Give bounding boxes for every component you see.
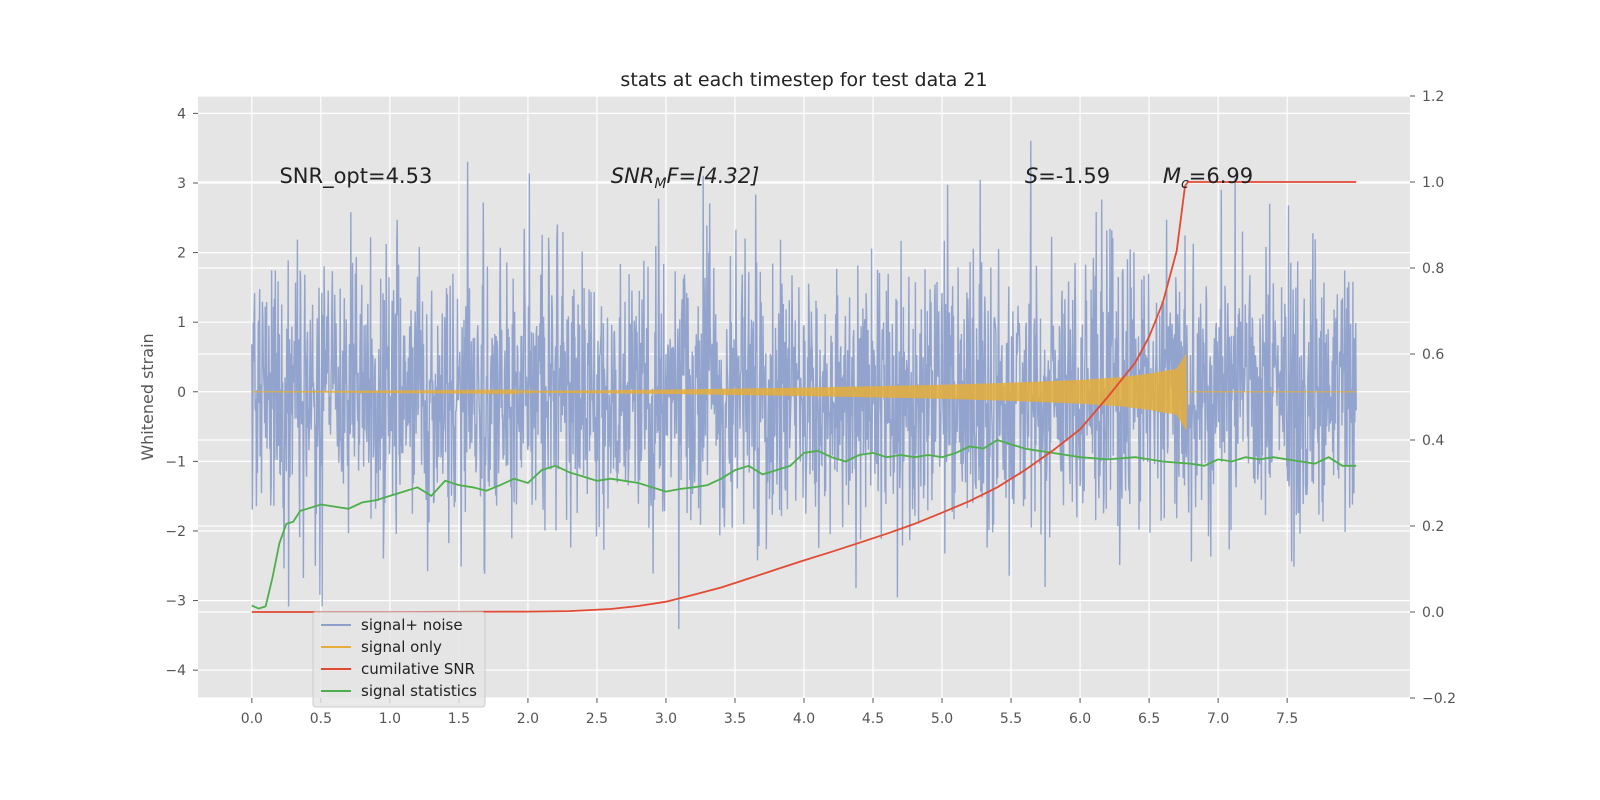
series-signal-plus-noise [251,140,1357,630]
y2-tick-label: 1.2 [1422,89,1444,105]
x-tick-label: 0.0 [241,711,263,727]
y2-tick-label: 1.0 [1422,175,1444,191]
y-tick-label: −2 [165,524,186,540]
legend-label: signal+ noise [361,616,463,634]
y-tick-label: 3 [177,176,186,192]
chart-title: stats at each timestep for test data 21 [620,69,987,91]
x-tick-label: 6.5 [1138,711,1160,727]
right-axis-series [251,181,1357,613]
series-signal-only [251,354,1357,430]
x-tick-label: 2.0 [517,711,539,727]
annotations: SNR_opt=4.53 SNRMF=[4.32] S=-1.59 Mc=6.99 [279,164,1253,192]
x-tick-label: 7.5 [1276,711,1298,727]
annotation-s-val: S=-1.59 [1025,164,1110,188]
legend-label: signal statistics [361,682,477,700]
x-tick-label: 5.5 [1000,711,1022,727]
y-tick-label: 4 [177,106,186,122]
series-line-cumulative-snr [251,181,1357,613]
y2-tick-label: 0.4 [1422,433,1444,449]
legend-label: cumilative SNR [361,660,475,678]
x-tick-label: 1.0 [379,711,401,727]
x-tick-label: 4.5 [862,711,884,727]
x-tick-label: 7.0 [1207,711,1229,727]
x-tick-label: 3.5 [724,711,746,727]
x-tick-label: 1.5 [448,711,470,727]
y-tick-label: −1 [165,454,186,470]
series-line-signal-plus-noise [251,140,1357,630]
x-tick-label: 5.0 [931,711,953,727]
y2-tick-label: 0.2 [1422,519,1444,535]
series-line-signal-statistics [251,439,1357,610]
legend-box [312,611,486,708]
y2-tick-label: 0.0 [1422,605,1444,621]
legend: signal+ noise signal only cumilative SNR si… [312,611,486,708]
x-tick-label: 4.0 [793,711,815,727]
y-tick-label: 1 [177,315,186,331]
y2-tick-label: 0.8 [1422,261,1444,277]
y2-tick-label: 0.6 [1422,347,1444,363]
y-tick-label: 0 [177,385,186,401]
x-tick-label: 2.5 [586,711,608,727]
y2-tick-label: −0.2 [1422,691,1456,707]
x-tick-label: 0.5 [310,711,332,727]
y-axis-label: Whitened strain [138,333,157,460]
axis-ticks: 0.0 0.5 1.0 1.5 2.0 2.5 3.0 3.5 4.0 4.5 5.0 5.5 6.0 6… [165,89,1456,727]
series-line-signal-only [251,354,1357,430]
y-tick-label: −3 [165,594,186,610]
y-tick-label: 2 [177,246,186,262]
x-tick-label: 6.0 [1069,711,1091,727]
y-tick-label: −4 [165,663,186,679]
annotation-snr-opt: SNR_opt=4.53 [279,164,432,189]
annotation-snr-mf: SNRMF=[4.32] [611,164,760,192]
x-tick-label: 3.0 [655,711,677,727]
legend-label: signal only [361,638,442,656]
annotation-mc-val: Mc=6.99 [1163,164,1253,192]
